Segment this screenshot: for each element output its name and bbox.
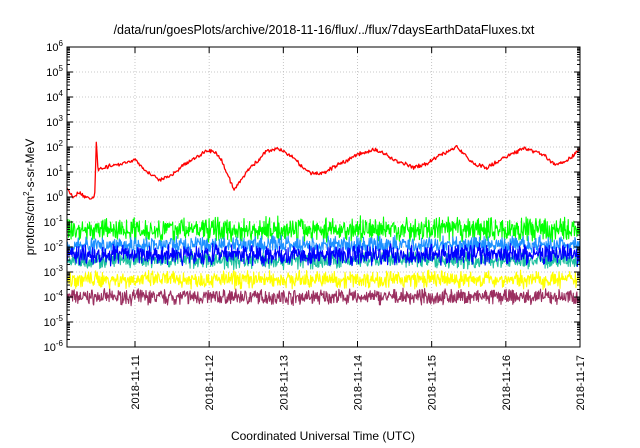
- y-tick-label: 10-1: [44, 214, 64, 229]
- y-tick-base: 10: [46, 67, 58, 79]
- y-tick-base: 10: [44, 242, 56, 254]
- x-tick-label: 2018-11-15: [427, 355, 439, 410]
- y-tick-exponent: 6: [59, 39, 64, 48]
- y-tick-exponent: -2: [56, 239, 64, 248]
- y-tick-base: 10: [46, 42, 58, 54]
- y-tick-exponent: -6: [56, 339, 64, 348]
- y-tick-base: 10: [44, 317, 56, 329]
- x-tick-label: 2018-11-12: [204, 355, 216, 410]
- y-tick-base: 10: [46, 117, 58, 129]
- y-tick-base: 10: [46, 192, 58, 204]
- y-tick-label: 10-6: [44, 339, 64, 354]
- y-tick-base: 10: [44, 292, 56, 304]
- series-line-6: [66, 269, 581, 290]
- y-tick-label: 105: [46, 64, 63, 79]
- y-tick-base: 10: [44, 267, 56, 279]
- series-line-3: [66, 234, 581, 256]
- axes: 10-610-510-410-310-210-11001011021031041…: [44, 39, 587, 410]
- y-tick-label: 10-4: [44, 289, 64, 304]
- series-line-4: [66, 242, 581, 267]
- x-tick-label: 2018-11-17: [575, 355, 587, 410]
- series-line-1: [66, 141, 581, 200]
- y-tick-exponent: 0: [59, 189, 64, 198]
- y-tick-base: 10: [46, 92, 58, 104]
- series-line-7: [66, 287, 581, 307]
- y-tick-base: 10: [46, 167, 58, 179]
- y-tick-label: 10-3: [44, 264, 64, 279]
- x-tick-label: 2018-11-16: [501, 355, 513, 410]
- y-axis-label-base: protons/cm: [23, 196, 37, 255]
- x-tick-label: 2018-11-14: [352, 355, 364, 410]
- y-axis-label: protons/cm2-s-sr-MeV: [22, 139, 37, 255]
- y-tick-label: 103: [46, 114, 63, 129]
- y-tick-base: 10: [44, 342, 56, 354]
- y-tick-exponent: 4: [59, 89, 64, 98]
- y-tick-exponent: -3: [56, 264, 64, 273]
- x-axis-label: Coordinated Universal Time (UTC): [231, 429, 415, 443]
- y-tick-label: 101: [46, 164, 63, 179]
- x-tick-label: 2018-11-11: [130, 355, 142, 410]
- y-axis-label-superscript: 2: [22, 191, 31, 196]
- y-tick-base: 10: [46, 142, 58, 154]
- y-axis-label-rest: -s-sr-MeV: [23, 139, 37, 192]
- y-tick-label: 104: [46, 89, 63, 104]
- y-tick-label: 106: [46, 39, 63, 54]
- y-tick-exponent: 3: [59, 114, 64, 123]
- y-tick-label: 100: [46, 189, 63, 204]
- y-tick-label: 10-5: [44, 314, 64, 329]
- y-tick-exponent: -1: [56, 214, 64, 223]
- y-tick-exponent: 5: [59, 64, 64, 73]
- x-tick-label: 2018-11-13: [278, 355, 290, 410]
- chart-title: /data/run/goesPlots/archive/2018-11-16/f…: [114, 23, 535, 37]
- y-tick-exponent: -4: [56, 289, 64, 298]
- y-tick-exponent: 2: [59, 139, 64, 148]
- y-tick-exponent: 1: [59, 164, 64, 173]
- series-layer: [66, 141, 581, 307]
- y-tick-base: 10: [44, 217, 56, 229]
- y-tick-exponent: -5: [56, 314, 64, 323]
- y-tick-label: 102: [46, 139, 63, 154]
- y-tick-label: 10-2: [44, 239, 64, 254]
